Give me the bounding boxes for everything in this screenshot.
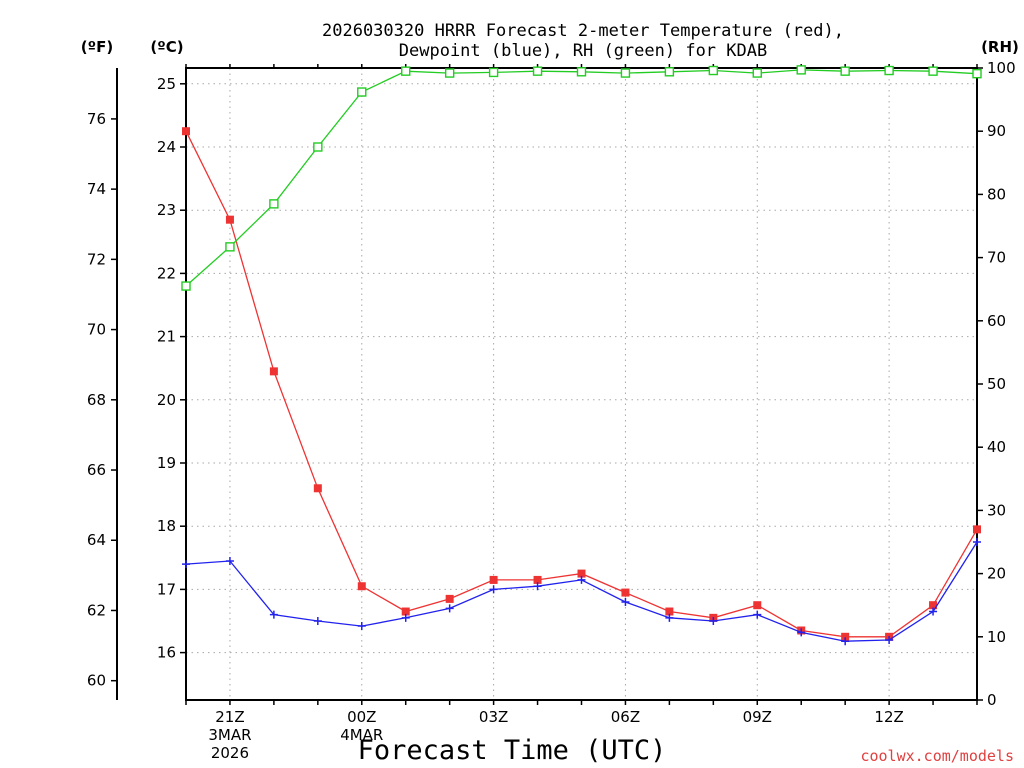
dewpoint-point-33 <box>753 611 761 619</box>
tick-label-rh-70: 70 <box>987 249 1006 267</box>
temperature-point-26 <box>446 595 454 603</box>
tick-label-fahrenheit-62: 62 <box>87 601 106 619</box>
rh-point-38 <box>973 70 981 78</box>
chart-title-line-2: Dewpoint (blue), RH (green) for KDAB <box>399 41 767 61</box>
tick-label-rh-0: 0 <box>987 691 997 709</box>
dewpoint-point-27 <box>490 585 498 593</box>
tick-label-celsius-23: 23 <box>157 201 176 219</box>
tick-label-time-03Z: 03Z <box>479 708 508 726</box>
tick-label-time-21Z: 21Z <box>215 708 244 726</box>
rh-point-34 <box>797 66 805 74</box>
chart-title-line-1: 2026030320 HRRR Forecast 2-meter Tempera… <box>322 21 844 41</box>
tick-label-fahrenheit-64: 64 <box>87 531 106 549</box>
rh-point-20 <box>182 282 190 290</box>
temperature-point-30 <box>621 589 629 597</box>
rh-point-37 <box>929 67 937 75</box>
x-axis-label: Forecast Time (UTC) <box>358 735 667 766</box>
forecast-chart: 2026030320 HRRR Forecast 2-meter Tempera… <box>0 0 1024 768</box>
dewpoint-point-23 <box>314 617 322 625</box>
tick-label-fahrenheit-76: 76 <box>87 110 106 128</box>
tick-label-rh-80: 80 <box>987 185 1006 203</box>
date-label-21Z-1: 3MAR <box>208 726 251 744</box>
rh-point-23 <box>314 143 322 151</box>
rh-point-21 <box>226 243 234 251</box>
tick-label-fahrenheit-72: 72 <box>87 250 106 268</box>
tick-label-rh-100: 100 <box>987 59 1016 77</box>
temperature-point-21 <box>226 216 234 224</box>
tick-label-fahrenheit-68: 68 <box>87 391 106 409</box>
tick-label-celsius-16: 16 <box>157 644 176 662</box>
tick-label-rh-90: 90 <box>987 122 1006 140</box>
series-layer <box>182 66 981 645</box>
rh-point-29 <box>578 68 586 76</box>
dewpoint-point-38 <box>973 538 981 546</box>
dewpoint-line <box>186 542 977 641</box>
tick-label-rh-30: 30 <box>987 501 1006 519</box>
fahrenheit-unit-label: (ºF) <box>81 38 113 56</box>
dewpoint-point-26 <box>446 604 454 612</box>
tick-label-celsius-17: 17 <box>157 580 176 598</box>
date-label-21Z-2: 2026 <box>211 744 249 762</box>
rh-point-35 <box>841 67 849 75</box>
tick-label-time-06Z: 06Z <box>611 708 640 726</box>
rh-point-30 <box>621 69 629 77</box>
tick-label-time-00Z: 00Z <box>347 708 376 726</box>
tick-label-rh-50: 50 <box>987 375 1006 393</box>
dewpoint-point-24 <box>358 622 366 630</box>
rh-point-28 <box>534 67 542 75</box>
tick-label-celsius-22: 22 <box>157 264 176 282</box>
rh-point-33 <box>753 69 761 77</box>
temperature-point-22 <box>270 367 278 375</box>
temperature-point-27 <box>490 576 498 584</box>
rh-point-26 <box>446 69 454 77</box>
dewpoint-point-30 <box>621 598 629 606</box>
tick-label-celsius-20: 20 <box>157 391 176 409</box>
dewpoint-point-20 <box>182 560 190 568</box>
tick-label-rh-20: 20 <box>987 565 1006 583</box>
rh-point-32 <box>709 67 717 75</box>
credit-text: coolwx.com/models <box>860 747 1014 765</box>
tick-label-fahrenheit-74: 74 <box>87 180 106 198</box>
tick-label-rh-10: 10 <box>987 628 1006 646</box>
plot-area-frame <box>186 68 977 700</box>
tick-label-celsius-18: 18 <box>157 517 176 535</box>
rh-axis: 0 10 20 30 40 50 60 70 80 90 100 <box>977 59 1016 709</box>
tick-label-celsius-21: 21 <box>157 328 176 346</box>
tick-label-fahrenheit-66: 66 <box>87 461 106 479</box>
celsius-unit-label: (ºC) <box>150 38 183 56</box>
fahrenheit-axis: 60 62 64 66 68 70 72 74 76 <box>87 110 117 690</box>
tick-label-fahrenheit-60: 60 <box>87 672 106 690</box>
tick-label-celsius-24: 24 <box>157 138 176 156</box>
temperature-line <box>186 131 977 637</box>
tick-label-celsius-19: 19 <box>157 454 176 472</box>
rh-point-22 <box>270 200 278 208</box>
rh-point-24 <box>358 88 366 96</box>
rh-point-27 <box>490 68 498 76</box>
rh-unit-label: (RH) <box>981 38 1019 56</box>
tick-label-rh-60: 60 <box>987 312 1006 330</box>
tick-label-celsius-25: 25 <box>157 75 176 93</box>
rh-line <box>186 70 977 286</box>
temperature-point-33 <box>753 601 761 609</box>
temperature-point-20 <box>182 127 190 135</box>
rh-point-31 <box>665 68 673 76</box>
tick-label-rh-40: 40 <box>987 438 1006 456</box>
grid-lines <box>186 68 977 700</box>
tick-label-time-09Z: 09Z <box>743 708 772 726</box>
temperature-point-24 <box>358 582 366 590</box>
tick-label-fahrenheit-70: 70 <box>87 321 106 339</box>
temperature-point-23 <box>314 484 322 492</box>
rh-point-25 <box>402 67 410 75</box>
rh-point-36 <box>885 67 893 75</box>
tick-label-time-12Z: 12Z <box>874 708 903 726</box>
celsius-axis: 16 17 18 19 20 21 22 23 24 25 <box>157 75 186 662</box>
temperature-point-38 <box>973 525 981 533</box>
